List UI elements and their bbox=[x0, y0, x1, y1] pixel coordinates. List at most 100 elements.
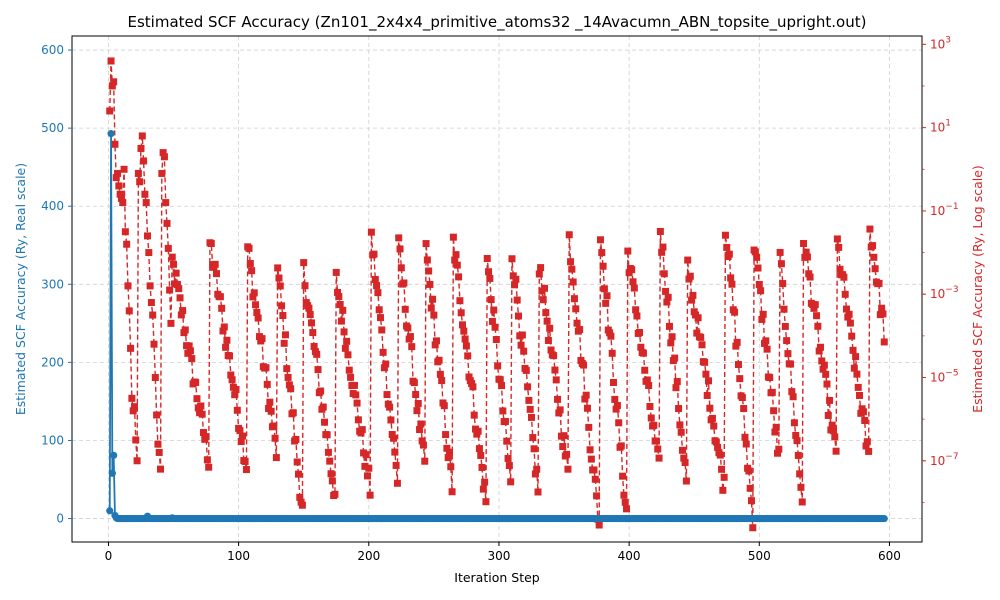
log-series-point bbox=[358, 426, 366, 434]
log-series-point bbox=[733, 338, 741, 346]
log-series-point bbox=[662, 287, 670, 295]
log-series-point bbox=[144, 232, 151, 240]
log-series-point bbox=[397, 264, 405, 272]
log-series-point bbox=[504, 454, 512, 462]
log-series-point bbox=[655, 454, 663, 462]
log-series-point bbox=[859, 408, 867, 416]
log-series-point bbox=[612, 405, 620, 413]
y-left-tick-label: 0 bbox=[56, 512, 64, 526]
log-series-point bbox=[373, 282, 381, 290]
log-series-point bbox=[155, 448, 163, 456]
log-series-point bbox=[632, 306, 640, 314]
log-series-point bbox=[388, 430, 396, 438]
log-series-point bbox=[179, 307, 187, 315]
log-series-point bbox=[505, 462, 513, 470]
log-series-point bbox=[668, 333, 676, 341]
log-series-point bbox=[160, 153, 168, 161]
log-series-point bbox=[132, 436, 140, 444]
log-series-point bbox=[630, 284, 638, 292]
log-series-point bbox=[336, 301, 344, 309]
log-series-point bbox=[296, 493, 304, 501]
axis-ticks: 0 100 200 300 400 500 600 0 100 200 300 400 500 600 10… bbox=[41, 35, 958, 563]
log-series-point bbox=[205, 463, 213, 471]
x-tick-label: 300 bbox=[487, 549, 510, 563]
log-series-point bbox=[736, 375, 744, 383]
log-series-point bbox=[518, 331, 526, 339]
log-series-point bbox=[869, 242, 877, 250]
log-series-point bbox=[866, 225, 874, 233]
log-series-point bbox=[507, 478, 515, 486]
log-series-point bbox=[747, 497, 755, 505]
log-series-point bbox=[706, 404, 714, 412]
log-series-point bbox=[602, 299, 610, 307]
log-series-point bbox=[643, 376, 651, 384]
log-series-point bbox=[370, 250, 378, 258]
log-series-point bbox=[470, 411, 478, 419]
log-series-point bbox=[501, 417, 509, 425]
log-series-point bbox=[185, 342, 193, 350]
log-series-point bbox=[757, 287, 765, 295]
log-series-point bbox=[401, 305, 409, 313]
log-series-point bbox=[590, 466, 598, 474]
log-series-point bbox=[236, 427, 244, 435]
real-series-point bbox=[108, 469, 116, 477]
log-series-point bbox=[755, 280, 763, 288]
log-series-point bbox=[452, 251, 460, 259]
log-series-point bbox=[276, 282, 284, 290]
log-series-point bbox=[353, 399, 361, 407]
log-series-point bbox=[192, 379, 200, 386]
log-series-point bbox=[802, 248, 810, 256]
log-series-point bbox=[542, 309, 550, 317]
log-series-point bbox=[762, 337, 770, 345]
log-series-point bbox=[660, 270, 668, 278]
log-series-point bbox=[284, 373, 292, 381]
real-scale-series bbox=[106, 130, 888, 523]
log-series-point bbox=[442, 431, 450, 439]
log-series-point bbox=[281, 331, 289, 339]
log-series-point bbox=[136, 178, 144, 186]
log-series-point bbox=[718, 465, 726, 473]
log-series-point bbox=[324, 448, 332, 456]
log-series-point bbox=[716, 451, 724, 459]
log-series-point bbox=[697, 333, 705, 341]
log-series-point bbox=[624, 247, 632, 255]
log-series-point bbox=[520, 347, 528, 355]
log-series-point bbox=[485, 268, 493, 276]
log-series-point bbox=[583, 404, 591, 412]
log-series-point bbox=[754, 264, 762, 272]
log-series-point bbox=[202, 433, 210, 441]
log-series-point bbox=[731, 308, 739, 316]
log-series-point bbox=[114, 169, 122, 177]
log-series-point bbox=[319, 403, 327, 411]
log-series-point bbox=[222, 343, 230, 351]
log-series-point bbox=[444, 454, 452, 462]
log-series-point bbox=[595, 521, 603, 529]
log-series-point bbox=[846, 319, 854, 327]
log-series-point bbox=[629, 278, 637, 286]
x-tick-label: 200 bbox=[357, 549, 380, 563]
log-series-point bbox=[826, 396, 834, 404]
log-series-point bbox=[554, 395, 562, 403]
log-series-point bbox=[252, 301, 260, 309]
log-series-point bbox=[328, 477, 336, 485]
log-series-point bbox=[619, 472, 627, 480]
log-series-point bbox=[232, 386, 240, 393]
log-series-point bbox=[390, 434, 398, 442]
log-series-point bbox=[663, 298, 671, 306]
log-series-point bbox=[793, 437, 801, 445]
log-series-point bbox=[499, 407, 507, 415]
log-series-point bbox=[530, 445, 538, 453]
log-series-point bbox=[327, 470, 335, 478]
log-series-point bbox=[270, 422, 278, 430]
log-series-point bbox=[246, 260, 254, 268]
log-series-point bbox=[508, 255, 516, 263]
log-series-point bbox=[708, 414, 716, 422]
log-series-point bbox=[362, 451, 370, 459]
log-series-point bbox=[271, 434, 279, 442]
log-series-point bbox=[419, 441, 427, 449]
log-series-point bbox=[701, 358, 709, 366]
log-series-point bbox=[564, 465, 572, 473]
log-series-point bbox=[233, 406, 241, 414]
log-series-point bbox=[853, 370, 861, 378]
